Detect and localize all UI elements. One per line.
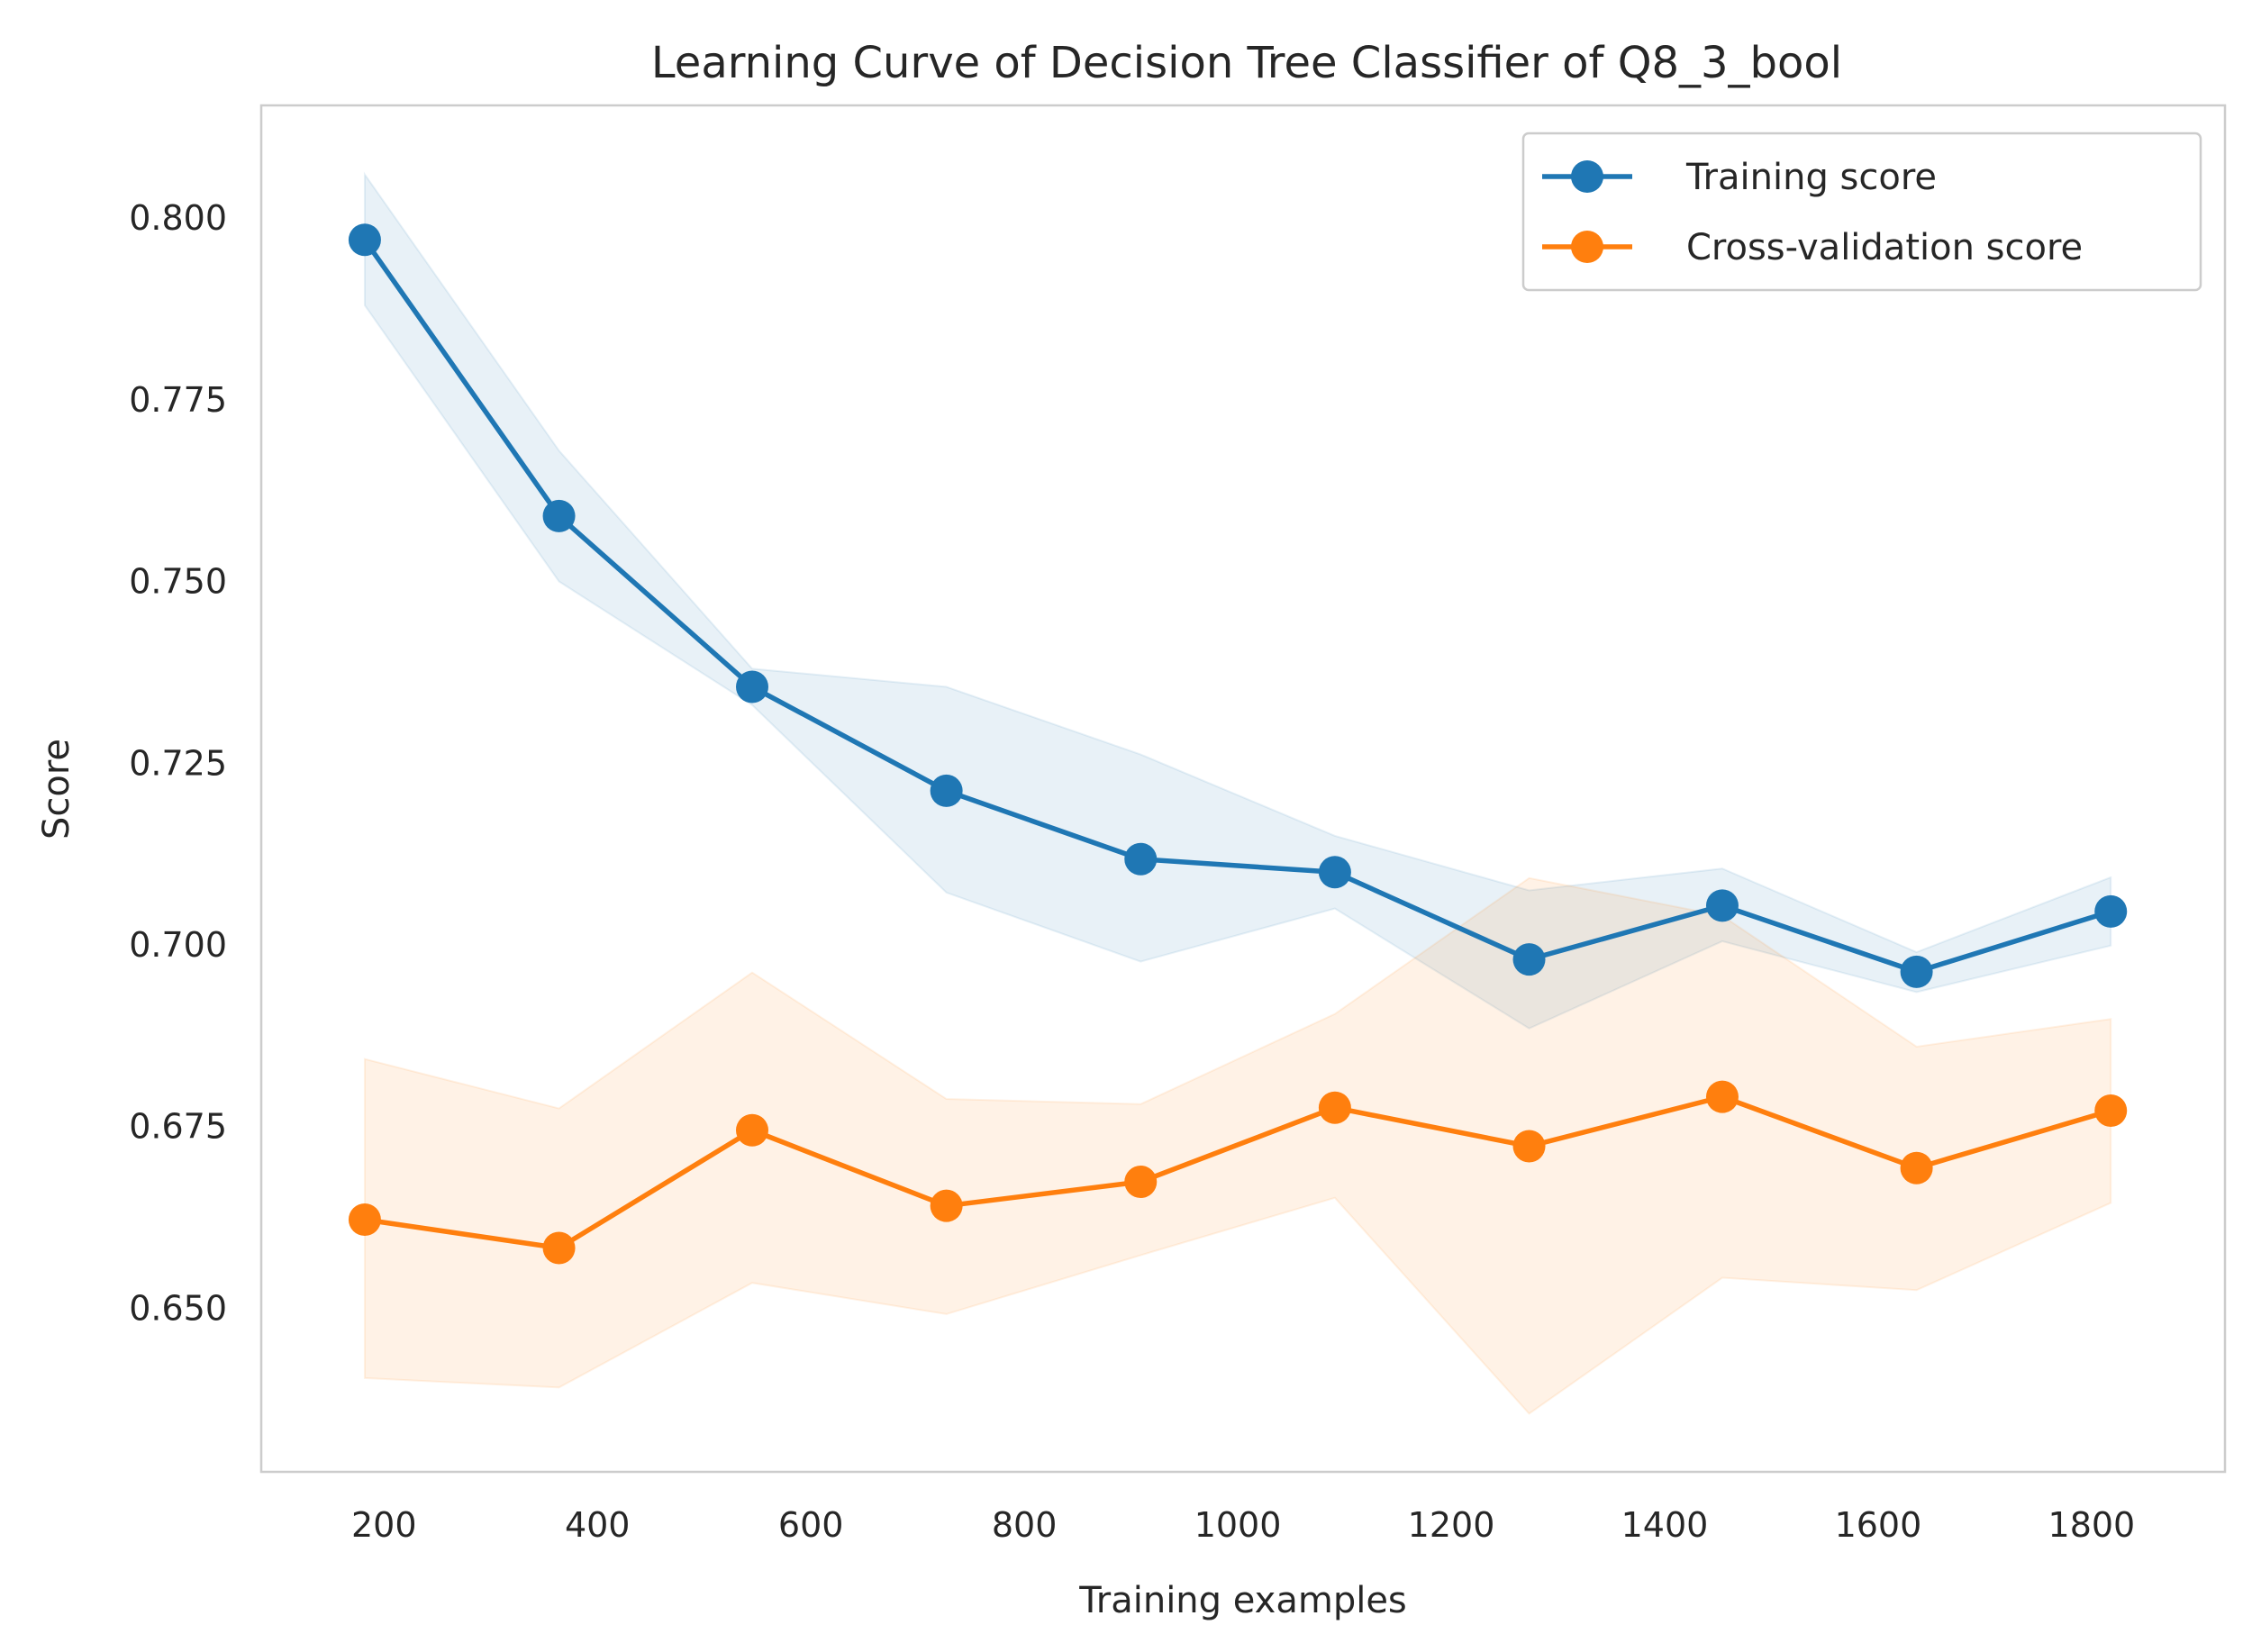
point-series-1-9 (2094, 1094, 2128, 1127)
point-series-0-8 (1900, 955, 1933, 988)
series-lines (362, 237, 2113, 1251)
point-series-1-1 (542, 1231, 576, 1265)
point-series-1-0 (348, 1203, 381, 1237)
point-series-1-7 (1705, 1080, 1739, 1113)
x-tick-label: 1600 (1835, 1505, 1922, 1545)
x-tick-label: 800 (992, 1505, 1058, 1545)
point-series-1-4 (1124, 1166, 1158, 1199)
chart-title: Learning Curve of Decision Tree Classifi… (651, 38, 1842, 88)
legend-label-0: Training score (1685, 157, 1937, 198)
x-tick-label: 1200 (1408, 1505, 1495, 1545)
point-series-1-6 (1512, 1130, 1546, 1163)
x-axis-ticks: 200 400 600 800 1000 1200 1400 1600 1800 (351, 1505, 2135, 1545)
plot-area (259, 104, 2227, 1474)
y-axis-label: Score (36, 739, 77, 840)
y-tick-label: 0.750 (129, 562, 227, 602)
legend-marker-1 (1571, 231, 1603, 263)
point-series-0-3 (930, 774, 963, 807)
x-tick-label: 600 (778, 1505, 844, 1545)
x-tick-label: 200 (351, 1505, 417, 1545)
point-series-0-4 (1124, 842, 1158, 876)
y-tick-label: 0.650 (129, 1288, 227, 1328)
y-tick-label: 0.675 (129, 1107, 227, 1147)
x-tick-label: 1800 (2048, 1505, 2136, 1545)
point-series-1-3 (930, 1189, 963, 1222)
y-tick-label: 0.775 (129, 380, 227, 420)
line-series-0 (362, 237, 2113, 975)
legend-box (1521, 132, 2202, 292)
legend-marker-0 (1571, 160, 1603, 193)
point-series-0-0 (348, 223, 381, 257)
point-series-1-2 (736, 1113, 768, 1147)
band-series-0 (363, 171, 2112, 1030)
series-markers (348, 223, 2128, 1265)
y-tick-label: 0.700 (129, 925, 227, 965)
x-tick-label: 1400 (1621, 1505, 1709, 1545)
point-series-0-1 (542, 499, 576, 532)
point-series-0-2 (736, 670, 768, 703)
point-series-0-6 (1512, 943, 1546, 976)
x-axis-label: Training examples (1078, 1580, 1407, 1621)
y-tick-label: 0.800 (129, 198, 227, 238)
x-tick-label: 1000 (1194, 1505, 1282, 1545)
legend-label-1: Cross-validation score (1686, 227, 2083, 268)
point-series-1-5 (1318, 1091, 1351, 1124)
point-series-1-8 (1900, 1151, 1933, 1185)
point-series-0-5 (1318, 856, 1351, 889)
y-axis-ticks: 0.650 0.675 0.700 0.725 0.750 0.775 0.800 (129, 198, 227, 1328)
point-series-0-7 (1705, 889, 1739, 922)
legend: Training score Cross-validation score (1521, 132, 2202, 292)
point-series-0-9 (2094, 894, 2128, 928)
y-tick-label: 0.725 (129, 743, 227, 783)
x-tick-label: 400 (565, 1505, 631, 1545)
line-series-1 (362, 1094, 2113, 1251)
